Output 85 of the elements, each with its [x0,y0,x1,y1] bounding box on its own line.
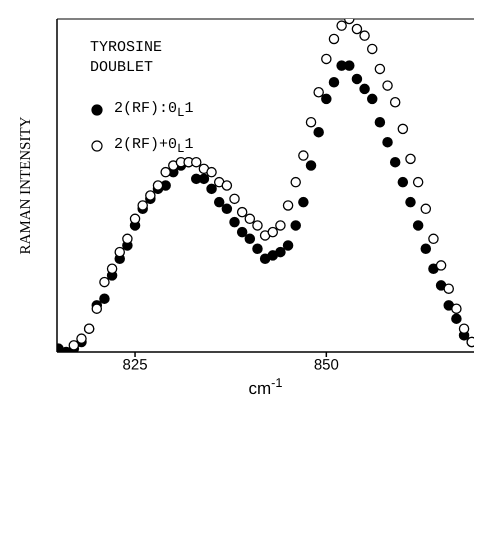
point [275,220,286,231]
point [313,87,324,98]
point [344,60,355,71]
point [313,126,324,138]
point [328,77,340,88]
point [451,313,462,324]
point [436,260,446,271]
point [198,164,210,174]
point [244,214,256,224]
point [268,226,278,238]
point [352,24,362,34]
point [328,34,340,44]
point [405,154,416,164]
x-tick-label: 850 [314,356,339,374]
point [236,226,248,238]
point [114,246,125,258]
point [382,80,393,91]
point [382,136,393,148]
point [306,116,316,128]
point [191,156,202,168]
point [298,196,309,208]
point [92,303,102,314]
point [352,74,362,84]
legend-title: TYROSINE DOUBLET [90,38,164,78]
point [206,166,217,178]
point [306,160,316,171]
x-axis-title: cm$^{-1}$ [248,374,283,398]
point [451,303,462,314]
point [145,190,156,201]
point [206,184,217,194]
point [398,176,408,188]
point [374,116,386,128]
point [130,214,140,224]
point [428,234,439,244]
point [229,216,240,228]
point [374,64,386,74]
point [229,194,240,204]
point [222,180,232,191]
point [106,264,118,274]
point [282,240,294,251]
point [252,244,263,254]
point [99,293,110,304]
point [198,174,210,184]
point [298,150,309,161]
point [160,166,171,178]
point [244,234,256,244]
point [366,44,378,54]
point [398,124,408,134]
point [76,333,87,344]
point [321,94,332,104]
point [68,340,80,351]
point [444,283,454,294]
point [366,94,378,104]
point [282,200,294,211]
point [290,176,301,188]
point [436,280,446,291]
point [152,180,164,191]
point [236,206,248,218]
point [428,264,439,274]
point [214,176,224,188]
point [420,204,432,214]
point [390,97,400,108]
point [222,204,232,214]
point [336,20,347,31]
point [412,176,424,188]
point [214,196,224,208]
point [405,196,416,208]
point [321,54,332,64]
point [458,323,470,334]
x-tick-label: 825 [122,356,148,374]
point [390,156,400,168]
point [275,246,286,258]
legend-label: 2(RF)+0$_{L}$1 [114,136,194,156]
point [137,200,148,211]
point [359,84,370,94]
y-axis-title: RAMAN INTENSITY [18,116,34,254]
point [420,244,432,254]
point [252,220,263,231]
point [99,276,110,288]
point [412,220,424,231]
point [168,160,179,171]
point [122,234,133,244]
point [290,220,301,231]
legend-label: 2(RF):0$_{L}$1 [114,100,194,120]
point [359,30,370,41]
